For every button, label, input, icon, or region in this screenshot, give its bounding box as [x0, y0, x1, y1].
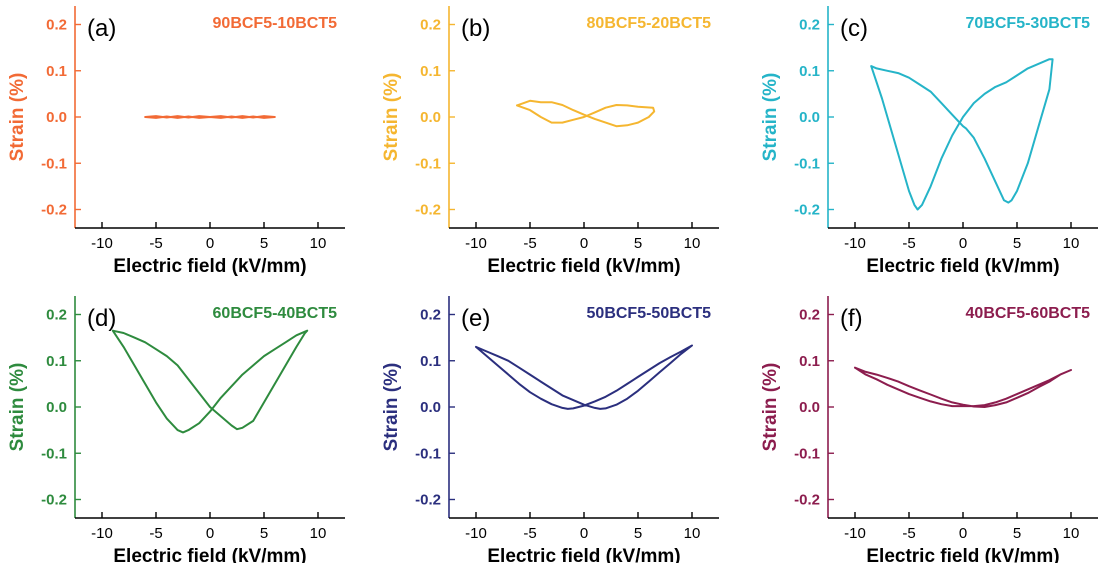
- x-tick-label: 0: [580, 525, 588, 542]
- x-axis-label: Electric field (kV/mm): [113, 546, 306, 563]
- x-tick-label: -10: [465, 525, 487, 542]
- panel-label: (f): [840, 305, 863, 332]
- y-tick-label: -0.1: [794, 155, 820, 172]
- y-tick-label: -0.1: [41, 155, 67, 172]
- x-tick-label: -10: [465, 235, 487, 252]
- panel-title: 40BCF5-60BCT5: [966, 305, 1091, 322]
- x-tick-label: 10: [310, 235, 327, 252]
- panel-title: 60BCF5-40BCT5: [213, 305, 338, 322]
- x-tick-label: -5: [523, 525, 536, 542]
- y-tick-label: 0.2: [46, 17, 67, 34]
- y-tick-label: 0.2: [420, 307, 441, 324]
- x-axis-label: Electric field (kV/mm): [487, 546, 680, 563]
- panel-title: 50BCF5-50BCT5: [587, 305, 712, 322]
- y-tick-label: -0.2: [415, 202, 441, 219]
- series-line-1: [516, 99, 656, 128]
- x-tick-label: 5: [260, 525, 268, 542]
- y-tick-label: 0.2: [46, 307, 67, 324]
- y-tick-label: 0.2: [799, 307, 820, 324]
- x-tick-label: -5: [902, 525, 915, 542]
- y-tick-label: 0.0: [46, 399, 67, 416]
- x-tick-label: -10: [844, 235, 866, 252]
- y-tick-label: -0.2: [41, 202, 67, 219]
- y-tick-label: -0.2: [415, 492, 441, 509]
- x-tick-label: -5: [149, 235, 162, 252]
- y-tick-label: 0.1: [420, 63, 441, 80]
- x-tick-label: 10: [684, 525, 701, 542]
- x-tick-label: 0: [206, 235, 214, 252]
- panel-label: (e): [461, 305, 490, 332]
- y-tick-label: 0.0: [46, 109, 67, 126]
- x-tick-label: 5: [1013, 525, 1021, 542]
- panel-title: 90BCF5-10BCT5: [213, 15, 338, 32]
- x-axis-label: Electric field (kV/mm): [487, 256, 680, 277]
- x-tick-label: 0: [206, 525, 214, 542]
- x-tick-label: 5: [634, 525, 642, 542]
- y-tick-label: 0.1: [799, 353, 820, 370]
- x-tick-label: 10: [684, 235, 701, 252]
- x-tick-label: 0: [959, 235, 967, 252]
- y-tick-label: -0.1: [415, 155, 441, 172]
- y-tick-label: 0.1: [46, 63, 67, 80]
- series-line-1: [854, 366, 1072, 408]
- y-axis-label: Strain (%): [381, 73, 402, 162]
- panel-label: (d): [87, 305, 116, 332]
- x-tick-label: 0: [580, 235, 588, 252]
- x-tick-label: -5: [523, 235, 536, 252]
- y-axis-label: Strain (%): [7, 73, 28, 162]
- x-tick-label: 5: [260, 235, 268, 252]
- panel-label: (c): [840, 15, 868, 42]
- y-tick-label: -0.2: [794, 492, 820, 509]
- y-tick-label: 0.2: [799, 17, 820, 34]
- y-axis-label: Strain (%): [760, 363, 781, 452]
- y-tick-label: -0.2: [794, 202, 820, 219]
- series-line-1: [870, 58, 1054, 211]
- x-tick-label: 0: [959, 525, 967, 542]
- x-axis-label: Electric field (kV/mm): [866, 256, 1059, 277]
- x-axis-label: Electric field (kV/mm): [866, 546, 1059, 563]
- y-axis-label: Strain (%): [7, 363, 28, 452]
- x-tick-label: 5: [634, 235, 642, 252]
- x-tick-label: -10: [91, 235, 113, 252]
- y-tick-label: -0.1: [41, 445, 67, 462]
- y-tick-label: 0.0: [799, 399, 820, 416]
- x-tick-label: 10: [310, 525, 327, 542]
- series-line-1: [144, 115, 276, 119]
- series-line-1: [475, 344, 693, 410]
- x-tick-label: -5: [902, 235, 915, 252]
- y-tick-label: 0.0: [420, 109, 441, 126]
- y-tick-label: 0.2: [420, 17, 441, 34]
- panel-title: 70BCF5-30BCT5: [966, 15, 1091, 32]
- x-tick-label: -5: [149, 525, 162, 542]
- panel-title: 80BCF5-20BCT5: [587, 15, 712, 32]
- y-tick-label: 0.1: [420, 353, 441, 370]
- y-tick-label: 0.1: [799, 63, 820, 80]
- x-tick-label: 10: [1063, 525, 1080, 542]
- x-tick-label: 10: [1063, 235, 1080, 252]
- y-axis-label: Strain (%): [381, 363, 402, 452]
- x-tick-label: -10: [91, 525, 113, 542]
- y-tick-label: -0.1: [415, 445, 441, 462]
- series-line-1: [111, 329, 309, 434]
- y-axis-label: Strain (%): [760, 73, 781, 162]
- x-tick-label: 5: [1013, 235, 1021, 252]
- y-tick-label: 0.0: [420, 399, 441, 416]
- panel-label: (b): [461, 15, 490, 42]
- y-tick-label: 0.1: [46, 353, 67, 370]
- y-tick-label: -0.1: [794, 445, 820, 462]
- panel-label: (a): [87, 15, 116, 42]
- y-tick-label: 0.0: [799, 109, 820, 126]
- x-axis-label: Electric field (kV/mm): [113, 256, 306, 277]
- x-tick-label: -10: [844, 525, 866, 542]
- y-tick-label: -0.2: [41, 492, 67, 509]
